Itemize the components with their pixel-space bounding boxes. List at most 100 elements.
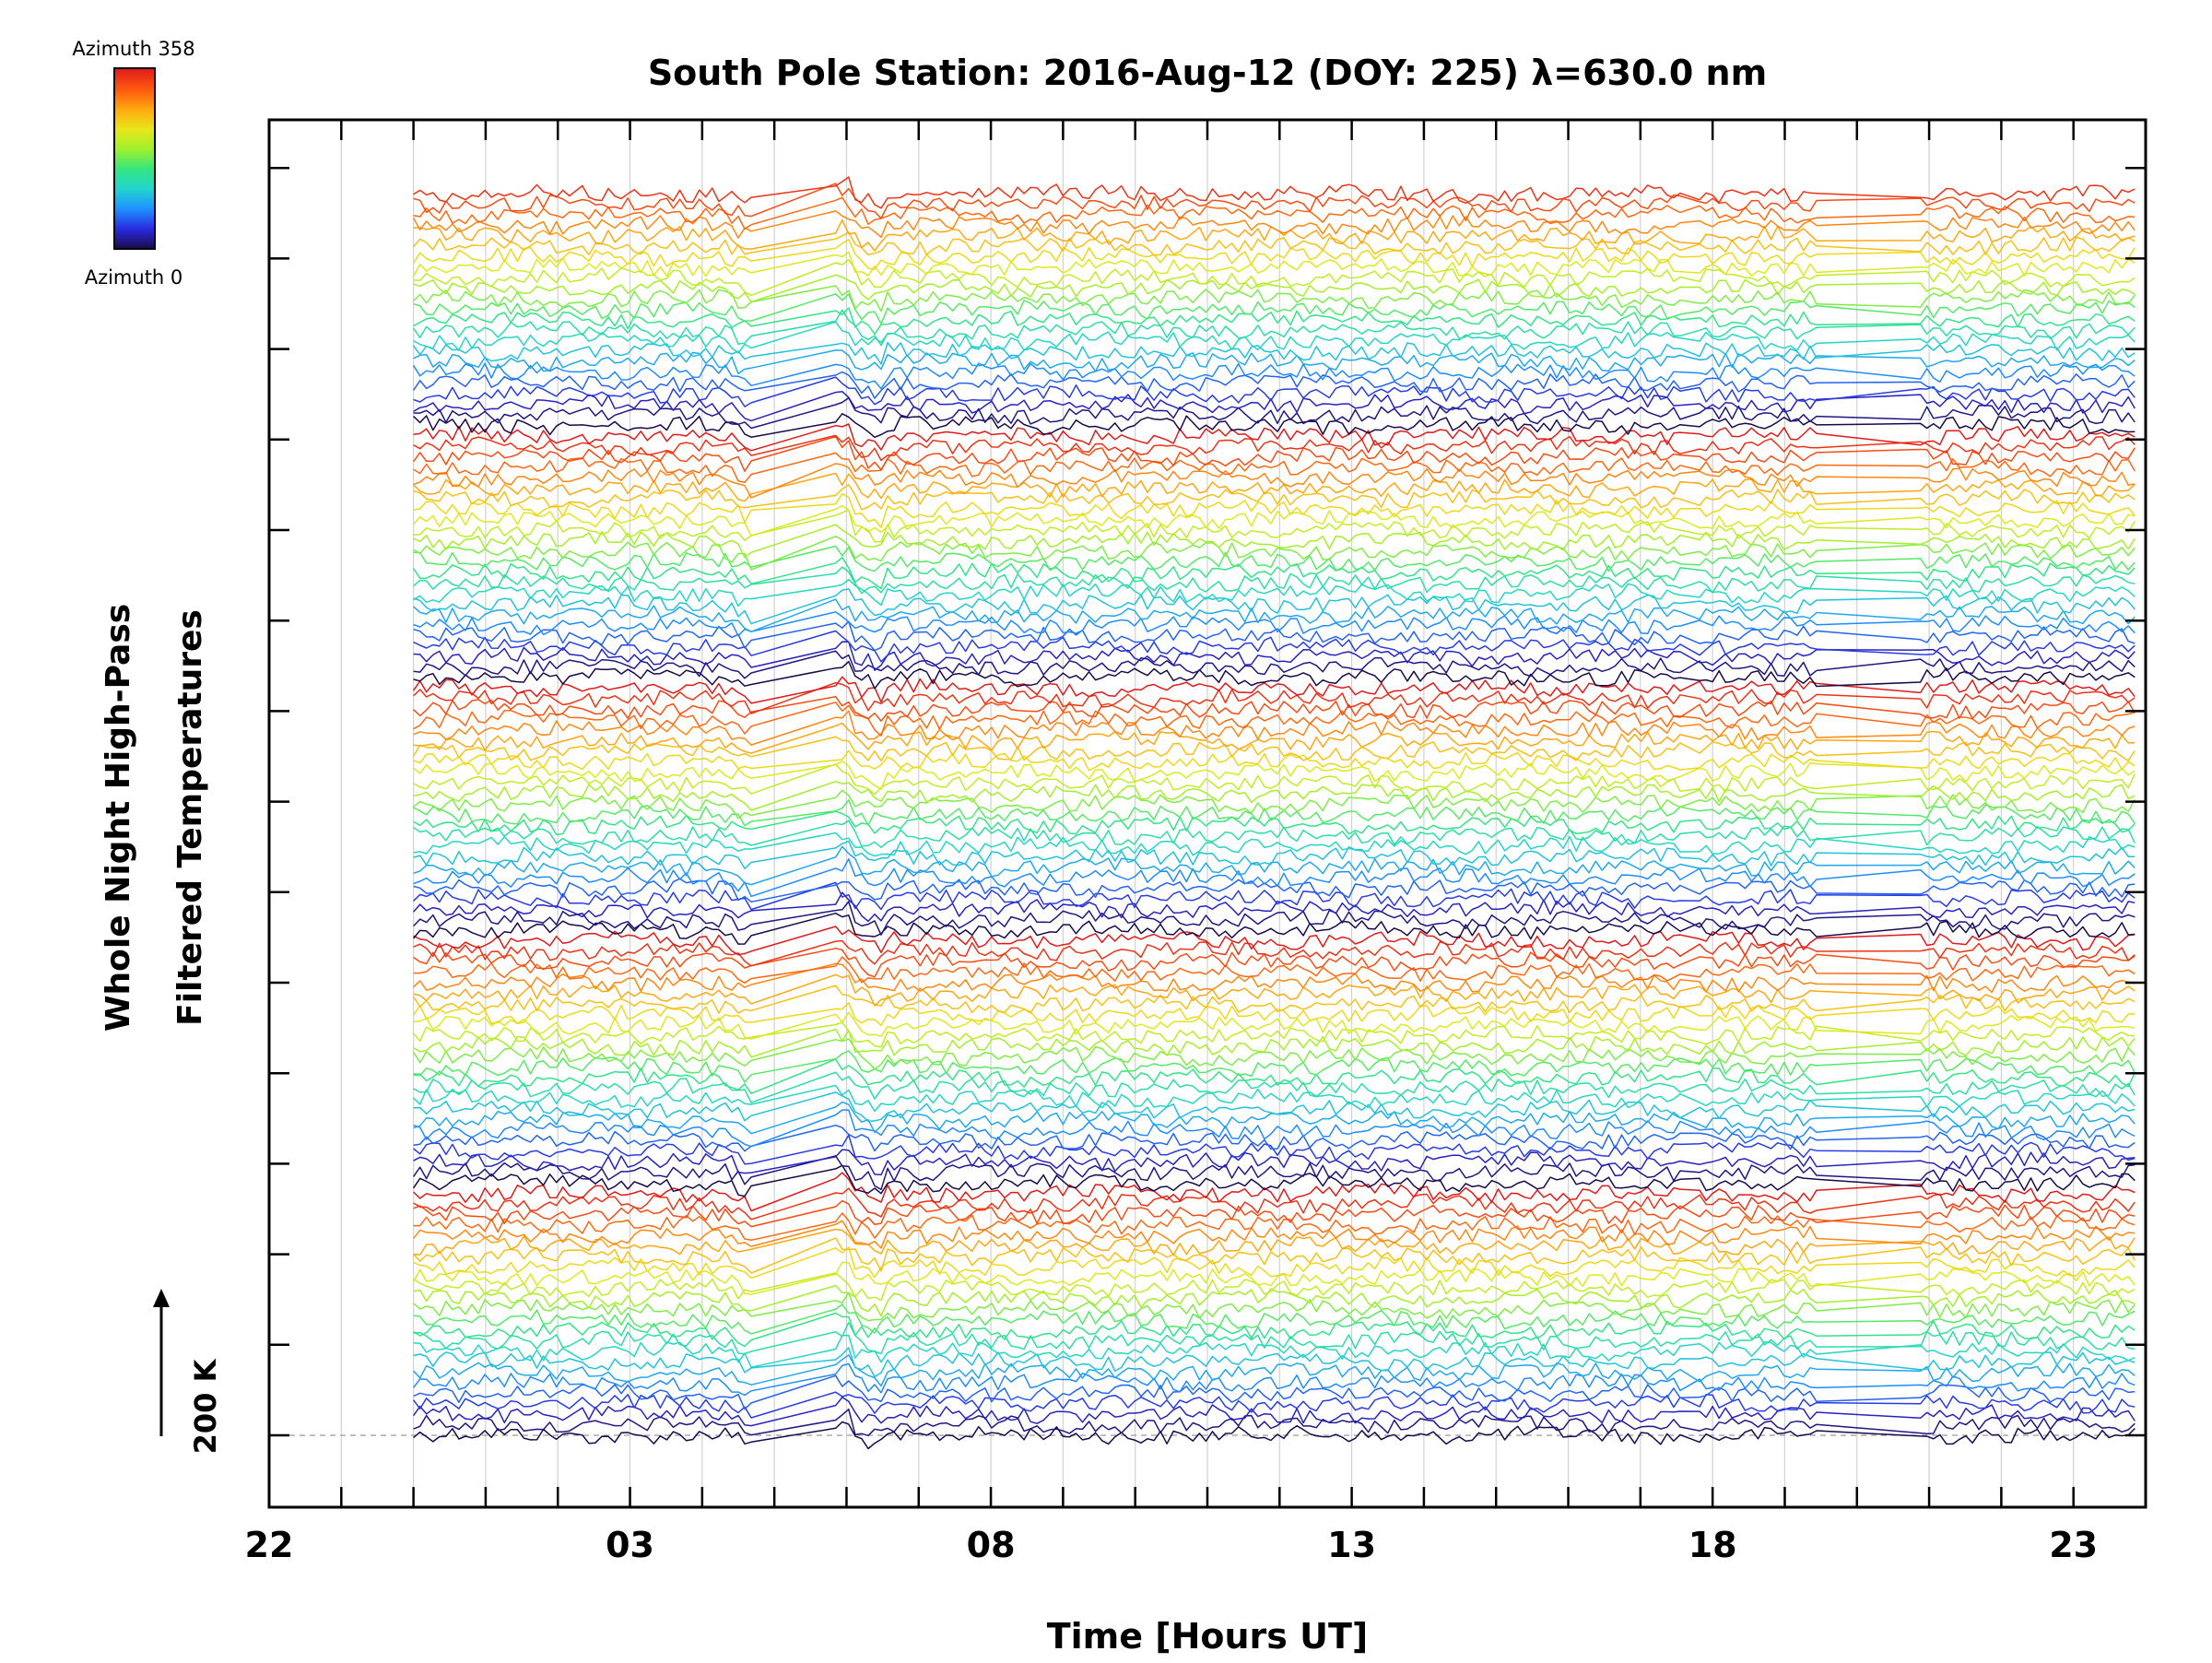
series-line-trace-99: [413, 391, 2136, 422]
series-line-trace-55: [413, 845, 2136, 886]
series-line-trace-107: [413, 307, 2136, 336]
series-line-trace-45: [413, 956, 2136, 984]
series-line-trace-106: [412, 309, 2136, 347]
series-line-trace-100: [413, 376, 2136, 407]
series-line-trace-43: [413, 973, 2136, 1007]
y-axis-label-line1: Whole Night High-Pass: [100, 604, 137, 1032]
series-line-trace-109: [413, 285, 2136, 313]
series-line-trace-33: [413, 1084, 2136, 1113]
series-line-trace-104: [412, 341, 2136, 365]
series-line-trace-89: [413, 493, 2136, 528]
series-line-trace-42: [412, 985, 2136, 1014]
series-line-trace-68: [413, 710, 2136, 746]
series-line-trace-113: [412, 239, 2136, 270]
series-line-trace-76: [413, 630, 2136, 663]
series-line-trace-66: [412, 736, 2136, 762]
series-line-trace-8: [413, 1347, 2136, 1378]
series-line-trace-117: [413, 196, 2136, 230]
series-line-trace-92: [413, 463, 2136, 499]
series-line-trace-67: [413, 722, 2136, 754]
series-line-trace-74: [413, 650, 2136, 679]
series-line-trace-95: [413, 434, 2136, 462]
series-line-trace-81: [413, 578, 2136, 607]
series-line-trace-24: [413, 1172, 2136, 1212]
colorbar-bottom-label: Azimuth 0: [85, 266, 183, 289]
x-tick-label-23: 23: [2049, 1525, 2098, 1565]
chart-title: South Pole Station: 2016-Aug-12 (DOY: 22…: [648, 53, 1767, 93]
y-axis-label-line2: Filtered Temperatures: [171, 609, 209, 1026]
series-line-trace-115: [413, 218, 2136, 252]
series-line-trace-40: [413, 1011, 2136, 1040]
series-line-trace-6: [413, 1362, 2136, 1397]
series-line-trace-69: [413, 702, 2136, 737]
series-line-trace-70: [413, 696, 2136, 722]
series-line-trace-46: [413, 948, 2136, 978]
series-line-trace-57: [413, 832, 2136, 857]
series-line-trace-1: [413, 1421, 2136, 1450]
series-line-trace-103: [413, 349, 2136, 375]
series-line-trace-9: [413, 1334, 2136, 1368]
series-line-trace-110: [413, 274, 2136, 303]
series-line-trace-119: [413, 176, 2136, 209]
series-line-trace-118: [413, 183, 2136, 219]
series-line-trace-64: [413, 761, 2136, 790]
series-line-trace-31: [413, 1101, 2136, 1135]
series-line-trace-12: [413, 1303, 2136, 1335]
series-line-trace-102: [412, 362, 2136, 390]
series-line-trace-30: [413, 1109, 2136, 1148]
series-line-trace-62: [413, 780, 2136, 811]
series-line-trace-65: [413, 749, 2136, 772]
series-line-trace-86: [413, 524, 2136, 559]
series-line-trace-13: [413, 1291, 2136, 1322]
series-line-trace-50: [413, 901, 2136, 936]
series-line-trace-5: [413, 1374, 2136, 1410]
series-line-trace-21: [413, 1212, 2136, 1242]
series-line-trace-114: [413, 231, 2136, 256]
series-line-trace-37: [412, 1038, 2136, 1070]
series-line-trace-49: [413, 912, 2136, 945]
series-line-trace-90: [413, 483, 2136, 511]
series-line-trace-16: [412, 1261, 2136, 1295]
series-line-trace-59: [413, 810, 2136, 836]
series-line-trace-44: [413, 962, 2136, 994]
series-line-trace-28: [413, 1134, 2136, 1165]
series-line-trace-54: [413, 858, 2136, 898]
series-line-trace-2: [413, 1408, 2136, 1437]
series-line-trace-105: [413, 321, 2136, 354]
series-line-trace-27: [413, 1149, 2136, 1176]
x-tick-label-13: 13: [1327, 1525, 1376, 1565]
series-line-trace-53: [413, 878, 2136, 903]
series-line-trace-93: [413, 452, 2136, 484]
x-tick-label-03: 03: [606, 1525, 654, 1565]
traces-layer: [412, 176, 2136, 1450]
x-tick-label-08: 08: [967, 1525, 1016, 1565]
series-line-trace-88: [413, 504, 2136, 537]
series-line-trace-94: [412, 435, 2136, 472]
series-line-trace-15: [413, 1272, 2136, 1302]
series-line-trace-60: [413, 799, 2136, 827]
series-line-trace-4: [412, 1391, 2136, 1419]
axes-layer: 22 03 08 13 18 23: [245, 118, 2147, 1565]
series-line-trace-17: [413, 1246, 2136, 1280]
series-line-trace-14: [413, 1284, 2136, 1317]
series-line-trace-19: [413, 1228, 2136, 1256]
series-line-trace-72: [412, 676, 2136, 704]
series-line-trace-22: [413, 1199, 2136, 1228]
series-line-trace-85: [413, 536, 2136, 571]
series-line-trace-11: [413, 1312, 2136, 1348]
scale-bar-label: 200 K: [188, 1358, 223, 1454]
series-line-trace-78: [413, 611, 2136, 637]
series-line-trace-47: [413, 939, 2136, 967]
series-line-trace-75: [413, 641, 2136, 671]
series-line-trace-63: [413, 763, 2136, 796]
series-line-trace-7: [413, 1354, 2136, 1387]
series-line-trace-52: [413, 881, 2136, 911]
series-line-trace-18: [413, 1237, 2136, 1274]
series-line-trace-36: [413, 1050, 2136, 1083]
series-line-trace-73: [413, 660, 2136, 690]
series-line-trace-61: [413, 789, 2136, 820]
colorbar: [113, 67, 156, 250]
series-line-trace-23: [413, 1187, 2136, 1221]
colorbar-top-label: Azimuth 358: [72, 38, 194, 60]
